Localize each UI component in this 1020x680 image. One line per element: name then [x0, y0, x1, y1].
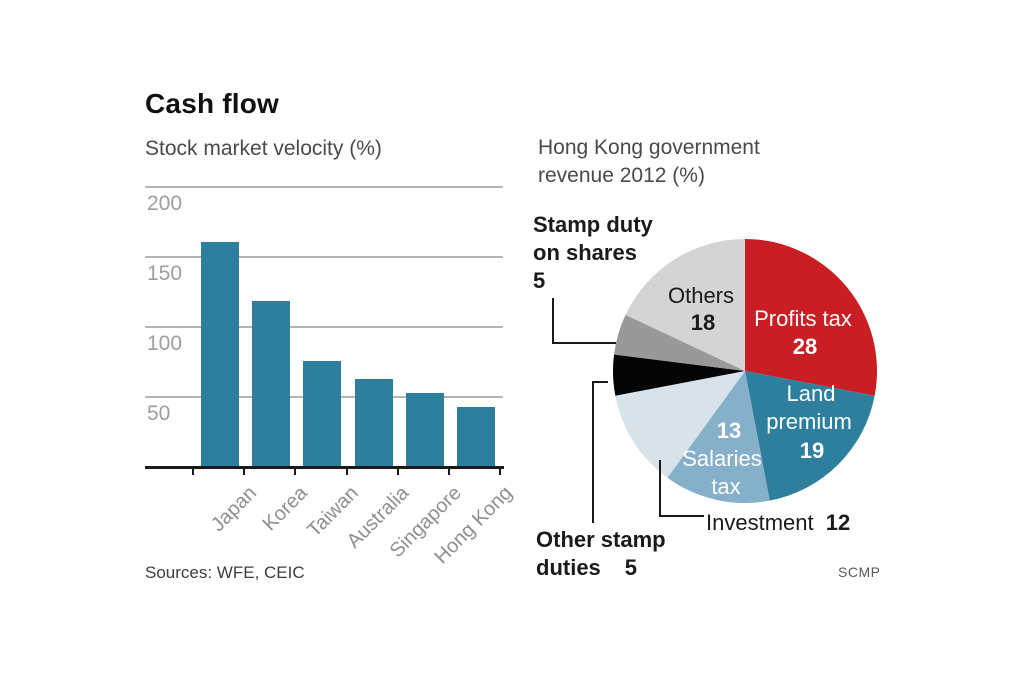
cat-label-japan: Japan	[206, 482, 261, 537]
slice-label-land-line1: Land	[786, 381, 836, 406]
callout-investment: Investment 12	[706, 509, 850, 537]
callout-other-stamp-duties: Other stamp duties 5	[536, 526, 666, 582]
bar-chart-title: Stock market velocity (%)	[145, 137, 382, 160]
callout-stamp-shares-line2: on shares	[533, 240, 637, 265]
bar-taiwan	[303, 361, 341, 466]
bar-hongkong	[457, 407, 495, 466]
source-note: Sources: WFE, CEIC	[145, 563, 305, 582]
pie-title-line1: Hong Kong government	[538, 136, 760, 159]
slice-label-profits-tax: Profits tax	[754, 306, 852, 331]
slice-label-land-line2: premium	[766, 409, 852, 434]
ytick-label-150: 150	[147, 262, 183, 285]
callout-investment-value: 12	[825, 510, 851, 535]
callout-other-stamp-value: 5	[624, 555, 638, 580]
slice-label-others: Others	[667, 283, 735, 308]
pie-slice-salaries-tax	[667, 371, 770, 503]
ytick-label-50: 50	[147, 402, 171, 425]
pie-slice-other-stamp-duties	[613, 354, 745, 396]
pie-slice-land-premium	[745, 371, 875, 501]
leader-line-investment	[659, 460, 704, 517]
pie-svg	[552, 239, 877, 523]
pie-slice-profits-tax	[745, 239, 877, 396]
axis-tick	[448, 469, 450, 475]
ytick-label-100: 100	[147, 332, 183, 355]
slice-label-salaries-line1: Salaries	[682, 446, 762, 471]
callout-stamp-duty-on-shares: Stamp duty on shares 5	[533, 211, 653, 295]
pie-slice-stamp-duty-on-shares	[614, 314, 745, 371]
bar-australia	[355, 379, 393, 466]
bar-korea	[252, 300, 290, 466]
slice-value-salaries-tax: 13	[716, 418, 742, 443]
leader-line-other-stamp-duties	[592, 381, 608, 523]
slice-value-others: 18	[690, 310, 716, 335]
axis-tick	[192, 469, 194, 475]
leader-line-stamp-duty-on-shares	[552, 298, 616, 344]
gridline-100	[145, 326, 503, 328]
pie-title-line2: revenue 2012 (%)	[538, 164, 705, 187]
credit: SCMP	[838, 564, 881, 580]
axis-tick	[397, 469, 399, 475]
ytick-label-200: 200	[147, 192, 183, 215]
bar-japan	[201, 242, 239, 466]
x-axis	[145, 466, 504, 469]
slice-value-land-premium: 19	[799, 438, 825, 463]
axis-tick	[499, 469, 501, 475]
gridline-200	[145, 186, 503, 188]
callout-investment-label: Investment	[706, 510, 814, 535]
callout-other-stamp-word: duties	[536, 555, 601, 580]
callout-stamp-shares-value: 5	[533, 268, 546, 293]
axis-tick	[294, 469, 296, 475]
callout-other-stamp-line2: duties 5	[536, 554, 666, 582]
pie-chart-title: Hong Kong government revenue 2012 (%)	[538, 134, 760, 190]
bar-singapore	[406, 393, 444, 466]
axis-tick	[243, 469, 245, 475]
pie-slice-others	[625, 239, 745, 371]
pie-slices	[613, 239, 877, 503]
gridline-150	[145, 256, 503, 258]
pie-slice-investment	[615, 371, 745, 478]
slice-label-salaries-line2: tax	[711, 474, 741, 499]
slice-value-profits-tax: 28	[792, 334, 818, 359]
callout-other-stamp-line1: Other stamp	[536, 527, 666, 552]
callout-stamp-shares-line1: Stamp duty	[533, 212, 653, 237]
page-title: Cash flow	[145, 88, 280, 119]
axis-tick	[346, 469, 348, 475]
